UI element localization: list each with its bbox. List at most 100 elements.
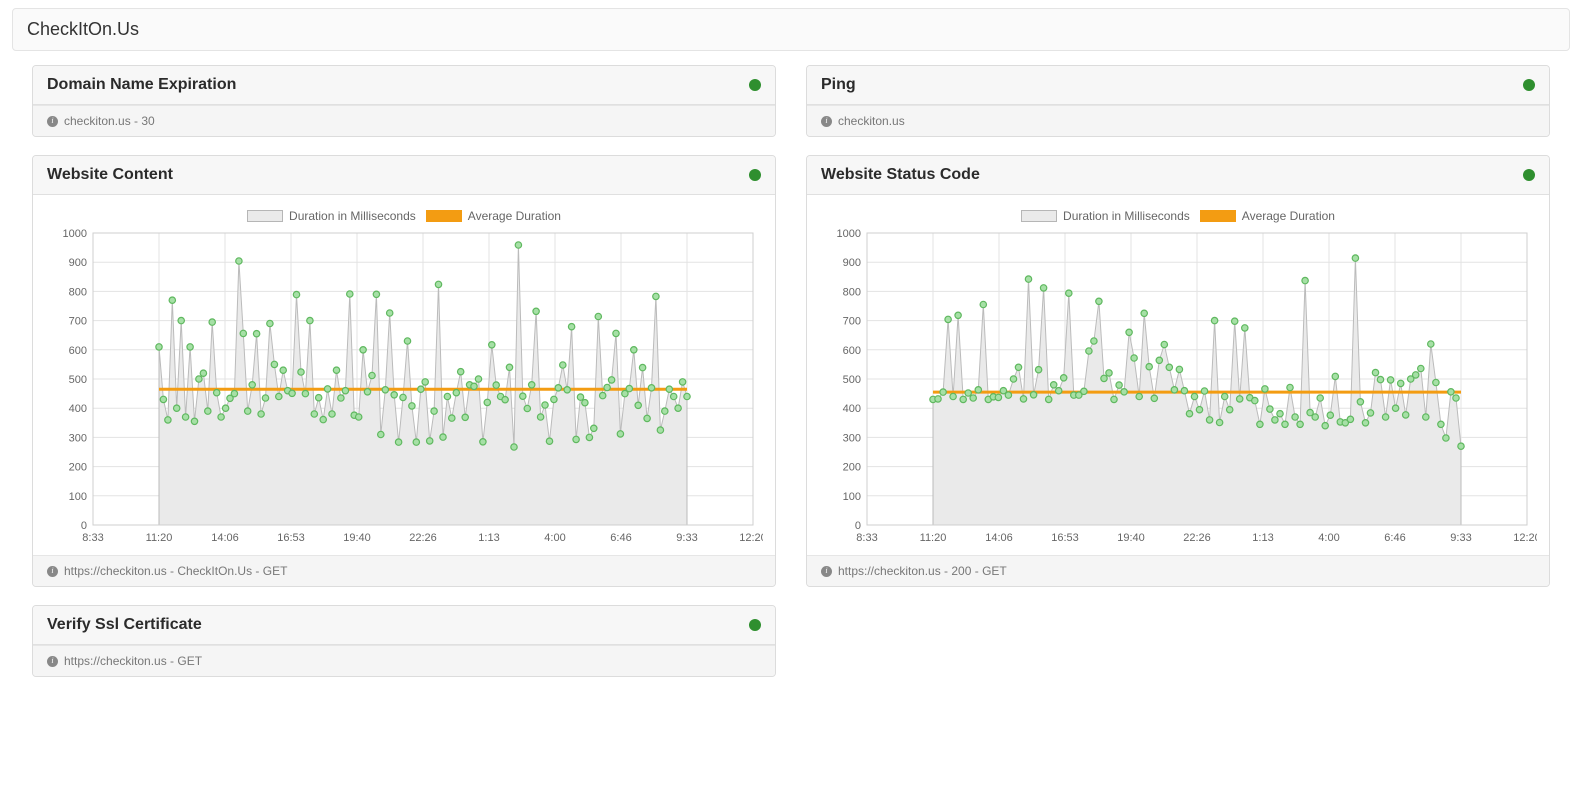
card-header: Domain Name Expiration	[33, 66, 775, 105]
card-footer: i https://checkiton.us - CheckItOn.Us - …	[33, 555, 775, 586]
card-website-content: Website Content Duration in Milliseconds…	[32, 155, 776, 587]
legend-label: Average Duration	[468, 209, 561, 223]
svg-text:800: 800	[843, 286, 861, 298]
card-footer: i https://checkiton.us - 200 - GET	[807, 555, 1549, 586]
svg-text:100: 100	[843, 491, 861, 503]
card-verify-ssl: Verify Ssl Certificate i https://checkit…	[32, 605, 776, 677]
card-header: Ping	[807, 66, 1549, 105]
card-title: Website Content	[47, 166, 173, 184]
card-header: Verify Ssl Certificate	[33, 606, 775, 645]
info-icon: i	[47, 566, 58, 577]
card-website-status: Website Status Code Duration in Millisec…	[806, 155, 1550, 587]
svg-text:0: 0	[81, 520, 87, 532]
legend-label: Average Duration	[1242, 209, 1335, 223]
svg-text:400: 400	[843, 403, 861, 415]
info-icon: i	[821, 116, 832, 127]
legend-item: Duration in Milliseconds	[1021, 209, 1190, 223]
legend-swatch-average-icon	[1200, 210, 1236, 222]
svg-text:14:06: 14:06	[985, 532, 1013, 544]
footer-text: https://checkiton.us - GET	[64, 654, 202, 668]
svg-text:22:26: 22:26	[409, 532, 437, 544]
card-title: Verify Ssl Certificate	[47, 616, 202, 634]
footer-text: https://checkiton.us - 200 - GET	[838, 564, 1007, 578]
svg-text:1000: 1000	[63, 229, 87, 240]
svg-text:500: 500	[69, 374, 87, 386]
chart-canvas: 0 100 200 300 400 500 600 700 800 900 1000 8:33 11:2…	[45, 229, 763, 549]
status-dot-ok-icon	[1523, 169, 1535, 181]
svg-text:4:00: 4:00	[544, 532, 565, 544]
svg-text:12:20: 12:20	[739, 532, 763, 544]
svg-text:900: 900	[69, 257, 87, 269]
svg-text:1:13: 1:13	[1252, 532, 1273, 544]
svg-text:6:46: 6:46	[610, 532, 631, 544]
card-header: Website Status Code	[807, 156, 1549, 195]
card-ping: Ping i checkiton.us	[806, 65, 1550, 137]
svg-text:900: 900	[843, 257, 861, 269]
card-title: Website Status Code	[821, 166, 980, 184]
svg-text:14:06: 14:06	[211, 532, 239, 544]
legend-label: Duration in Milliseconds	[289, 209, 416, 223]
svg-text:500: 500	[843, 374, 861, 386]
footer-text: checkiton.us - 30	[64, 114, 155, 128]
page-title: CheckItOn.Us	[27, 19, 1555, 40]
svg-text:300: 300	[843, 432, 861, 444]
svg-text:11:20: 11:20	[146, 532, 173, 544]
legend-label: Duration in Milliseconds	[1063, 209, 1190, 223]
chart-legend: Duration in Milliseconds Average Duratio…	[819, 209, 1537, 223]
status-dot-ok-icon	[749, 169, 761, 181]
svg-text:8:33: 8:33	[856, 532, 877, 544]
status-dot-ok-icon	[749, 79, 761, 91]
info-icon: i	[47, 116, 58, 127]
svg-text:4:00: 4:00	[1318, 532, 1339, 544]
svg-text:12:20: 12:20	[1513, 532, 1537, 544]
chart-legend: Duration in Milliseconds Average Duratio…	[45, 209, 763, 223]
svg-text:800: 800	[69, 286, 87, 298]
legend-item: Average Duration	[1200, 209, 1335, 223]
info-icon: i	[47, 656, 58, 667]
card-header: Website Content	[33, 156, 775, 195]
svg-text:19:40: 19:40	[343, 532, 371, 544]
footer-text: checkiton.us	[838, 114, 905, 128]
chart-canvas: 0 100 200 300 400 500 600 700 800 900 1000 8:33 11:2…	[819, 229, 1537, 549]
card-body: Duration in Milliseconds Average Duratio…	[807, 195, 1549, 555]
svg-text:22:26: 22:26	[1183, 532, 1211, 544]
legend-item: Average Duration	[426, 209, 561, 223]
svg-text:1:13: 1:13	[478, 532, 499, 544]
card-footer: i https://checkiton.us - GET	[33, 645, 775, 676]
card-body: Duration in Milliseconds Average Duratio…	[33, 195, 775, 555]
svg-text:300: 300	[69, 432, 87, 444]
svg-text:600: 600	[843, 345, 861, 357]
svg-text:600: 600	[69, 345, 87, 357]
svg-text:16:53: 16:53	[1051, 532, 1079, 544]
svg-text:700: 700	[843, 316, 861, 328]
svg-text:19:40: 19:40	[1117, 532, 1145, 544]
legend-swatch-duration-icon	[247, 210, 283, 222]
svg-text:9:33: 9:33	[1450, 532, 1471, 544]
svg-text:0: 0	[855, 520, 861, 532]
card-title: Domain Name Expiration	[47, 76, 236, 94]
status-dot-ok-icon	[1523, 79, 1535, 91]
svg-text:11:20: 11:20	[920, 532, 947, 544]
svg-text:16:53: 16:53	[277, 532, 305, 544]
svg-text:6:46: 6:46	[1384, 532, 1405, 544]
info-icon: i	[821, 566, 832, 577]
card-title: Ping	[821, 76, 856, 94]
svg-text:200: 200	[843, 462, 861, 474]
card-domain-expiration: Domain Name Expiration i checkiton.us - …	[32, 65, 776, 137]
legend-swatch-duration-icon	[1021, 210, 1057, 222]
footer-text: https://checkiton.us - CheckItOn.Us - GE…	[64, 564, 287, 578]
card-footer: i checkiton.us	[807, 105, 1549, 136]
svg-text:8:33: 8:33	[82, 532, 103, 544]
legend-item: Duration in Milliseconds	[247, 209, 416, 223]
svg-text:400: 400	[69, 403, 87, 415]
card-footer: i checkiton.us - 30	[33, 105, 775, 136]
svg-text:200: 200	[69, 462, 87, 474]
svg-text:100: 100	[69, 491, 87, 503]
svg-text:700: 700	[69, 316, 87, 328]
cards-grid: Domain Name Expiration i checkiton.us - …	[12, 65, 1570, 697]
svg-text:9:33: 9:33	[676, 532, 697, 544]
legend-swatch-average-icon	[426, 210, 462, 222]
page-header: CheckItOn.Us	[12, 8, 1570, 51]
status-dot-ok-icon	[749, 619, 761, 631]
svg-text:1000: 1000	[837, 229, 861, 240]
